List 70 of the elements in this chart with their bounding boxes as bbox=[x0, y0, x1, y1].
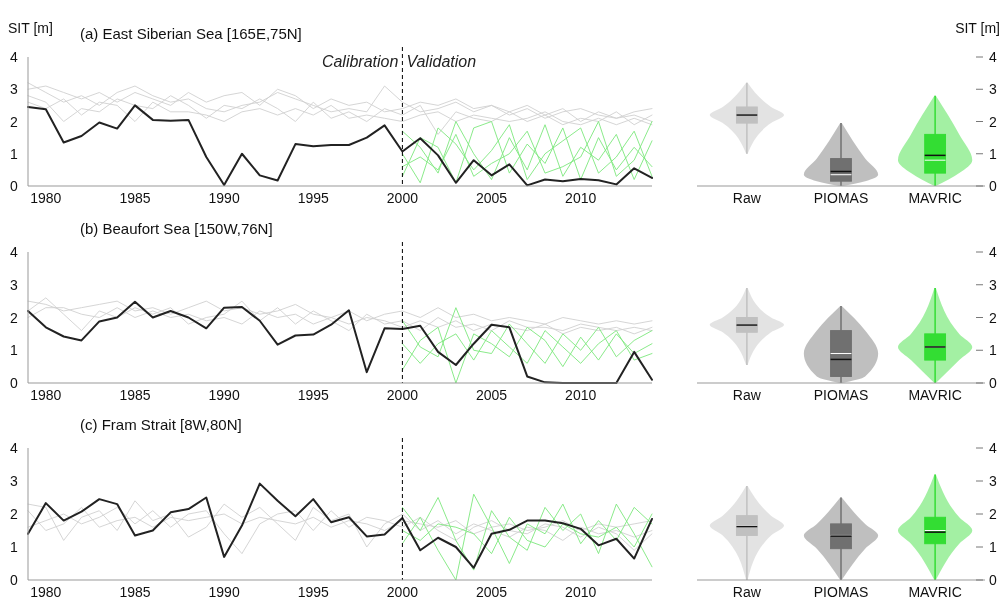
y-tick-label: 0 bbox=[989, 178, 998, 194]
y-tick-label: 4 bbox=[10, 440, 19, 456]
y-tick-label: 1 bbox=[10, 145, 19, 162]
x-tick-label: 2000 bbox=[386, 387, 419, 403]
x-tick-label: 1985 bbox=[119, 387, 151, 403]
y-tick-label: 2 bbox=[989, 506, 998, 522]
y-tick-label: 2 bbox=[10, 506, 19, 522]
x-tick-label: 1980 bbox=[30, 190, 62, 206]
y-tick-label: 3 bbox=[989, 473, 998, 489]
y-tick-label: 4 bbox=[10, 244, 19, 260]
y-tick-label: 2 bbox=[989, 113, 998, 130]
y-tick-label: 3 bbox=[10, 276, 19, 293]
y-tick-label: 0 bbox=[10, 572, 19, 588]
y-tick-label: 2 bbox=[10, 309, 19, 326]
x-tick-label: Raw bbox=[732, 584, 762, 600]
x-tick-label: PIOMAS bbox=[813, 190, 869, 206]
annotation: Calibration bbox=[321, 52, 399, 70]
x-tick-label: MAVRIC bbox=[908, 387, 962, 403]
y-tick-label: 0 bbox=[10, 178, 19, 194]
y-tick-label: 2 bbox=[10, 113, 19, 130]
y-tick-label: 4 bbox=[989, 49, 998, 65]
x-tick-label: 1980 bbox=[30, 584, 62, 600]
x-tick-label: 2010 bbox=[565, 584, 597, 600]
y-tick-label: 0 bbox=[10, 375, 19, 391]
chart-title: (c) Fram Strait [8W,80N] bbox=[80, 416, 242, 433]
y-tick-label: 1 bbox=[10, 342, 19, 359]
y-tick-label: 1 bbox=[989, 539, 998, 555]
y-tick-label: 0 bbox=[989, 572, 998, 588]
x-tick-label: PIOMAS bbox=[813, 584, 869, 600]
x-tick-label: 1990 bbox=[208, 584, 240, 600]
x-tick-label: 2005 bbox=[475, 190, 508, 206]
y-tick-label: 4 bbox=[989, 244, 998, 260]
x-tick-label: 2000 bbox=[386, 584, 419, 600]
y-tick-label: 3 bbox=[10, 473, 19, 489]
y-tick-label: 1 bbox=[989, 342, 998, 359]
chart-title: (b) Beaufort Sea [150W,76N] bbox=[80, 220, 273, 237]
y-axis-title: SIT [m] bbox=[8, 20, 53, 36]
y-tick-label: 1 bbox=[989, 145, 998, 162]
x-tick-label: Raw bbox=[732, 190, 762, 206]
x-tick-label: 2010 bbox=[565, 387, 597, 403]
annotation: Validation bbox=[406, 52, 477, 70]
chart-title: (a) East Siberian Sea [165E,75N] bbox=[80, 25, 302, 42]
x-tick-label: 1995 bbox=[297, 387, 330, 403]
x-tick-label: 1995 bbox=[297, 584, 330, 600]
y-tick-label: 3 bbox=[989, 276, 998, 293]
x-tick-label: 1980 bbox=[30, 387, 62, 403]
x-tick-label: PIOMAS bbox=[813, 387, 869, 403]
line-series bbox=[401, 493, 653, 581]
x-tick-label: MAVRIC bbox=[908, 190, 962, 206]
x-tick-label: 2005 bbox=[475, 584, 508, 600]
y-tick-label: 3 bbox=[989, 81, 998, 98]
x-tick-label: Raw bbox=[732, 387, 762, 403]
x-tick-label: 1990 bbox=[208, 387, 240, 403]
y-tick-label: 1 bbox=[10, 539, 19, 555]
line-series bbox=[27, 482, 653, 569]
x-tick-label: 1990 bbox=[208, 190, 240, 206]
y-tick-label: 4 bbox=[10, 49, 19, 65]
x-tick-label: 1995 bbox=[297, 190, 330, 206]
y-tick-label: 0 bbox=[989, 375, 998, 391]
x-tick-label: 1985 bbox=[119, 190, 151, 206]
line-series bbox=[27, 297, 653, 332]
y-tick-label: 2 bbox=[989, 309, 998, 326]
x-tick-label: MAVRIC bbox=[908, 584, 962, 600]
y-tick-label: 3 bbox=[10, 81, 19, 98]
x-tick-label: 2000 bbox=[386, 190, 419, 206]
y-tick-label: 4 bbox=[989, 440, 998, 456]
x-tick-label: 2005 bbox=[475, 387, 508, 403]
x-tick-label: 1985 bbox=[119, 584, 151, 600]
x-tick-label: 2010 bbox=[565, 190, 597, 206]
y2-axis-title: SIT [m] bbox=[955, 20, 1000, 36]
